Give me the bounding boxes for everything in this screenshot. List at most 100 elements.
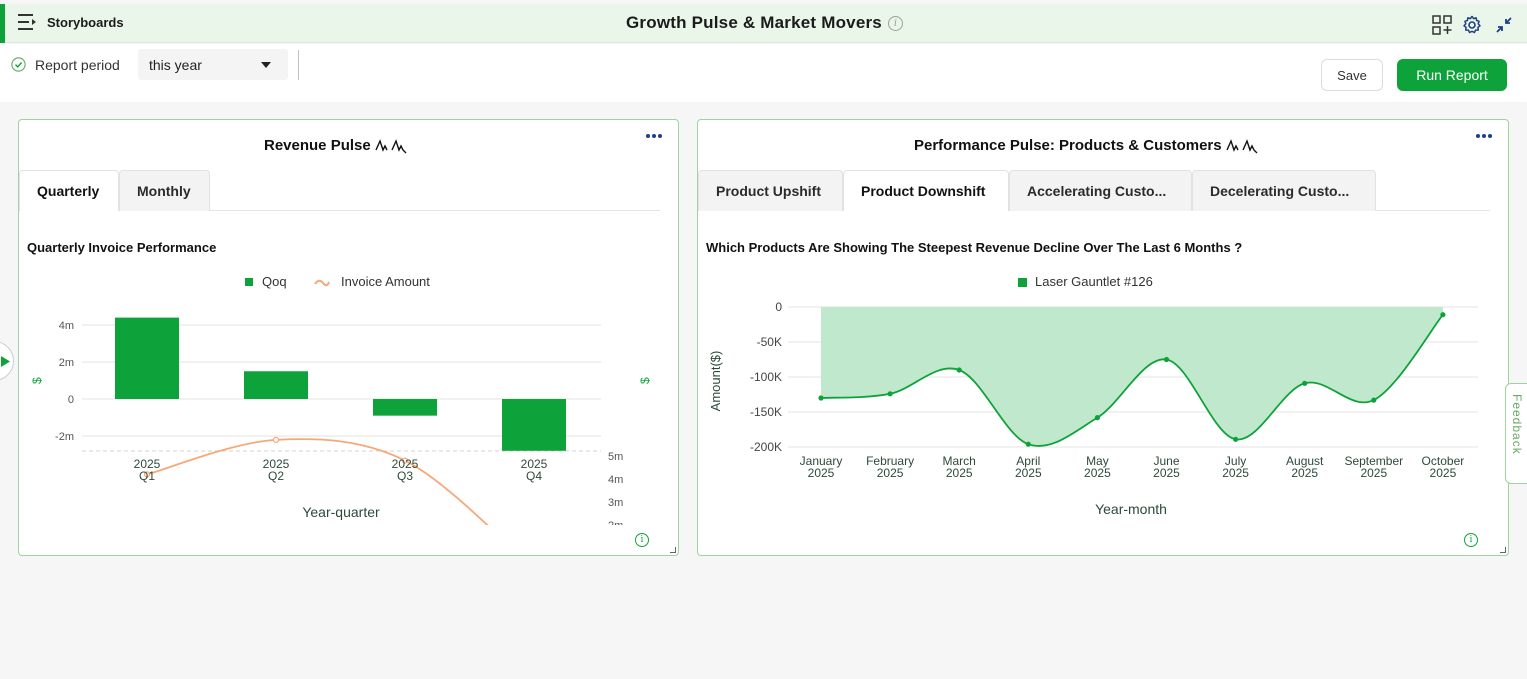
y-tick: 0 — [775, 300, 782, 314]
point-laser-gauntlet — [887, 391, 893, 397]
x-tick-label: 2025 — [392, 457, 419, 471]
tab-monthly[interactable]: Monthly — [119, 170, 210, 211]
legend-swatch-invoice-amount — [314, 279, 330, 287]
line-laser-gauntlet — [820, 314, 1444, 447]
performance-pulse-card: Performance Pulse: Products & Customers … — [697, 119, 1509, 556]
x-tick-label: April — [1016, 454, 1040, 468]
report-period-value: this year — [149, 57, 202, 73]
tab-product-upshift[interactable]: Product Upshift — [698, 170, 843, 211]
x-tick-label: 2025 — [263, 457, 290, 471]
save-button[interactable]: Save — [1321, 59, 1383, 91]
point-laser-gauntlet — [1233, 436, 1239, 442]
product-downshift-chart: Laser Gauntlet #126 0 -50K -100K -150K -200K A… — [708, 274, 1478, 517]
feedback-tab[interactable]: Feedback — [1505, 383, 1527, 484]
x-tick-label: 2025 — [946, 466, 973, 480]
x-tick-label: May — [1086, 454, 1109, 468]
point-invoice-amount — [143, 471, 151, 478]
bar-qoq — [373, 399, 437, 416]
point-laser-gauntlet — [1440, 312, 1446, 318]
point-laser-gauntlet — [956, 367, 962, 373]
divider — [298, 50, 299, 80]
play-arrow-icon — [1, 356, 10, 367]
report-period-label: Report period — [35, 57, 120, 73]
legend-label-invoice-amount: Invoice Amount — [341, 274, 430, 289]
side-panel-toggle[interactable] — [0, 341, 14, 381]
card-title: Performance Pulse: Products & Customers — [914, 137, 1260, 154]
revenue-pulse-title: Revenue Pulse — [264, 137, 371, 154]
filter-bar: Report period this year Save Run Report — [0, 44, 1527, 102]
point-laser-gauntlet — [1371, 397, 1377, 403]
x-tick-label: 2025 — [1360, 466, 1387, 480]
feedback-label: Feedback — [1510, 394, 1524, 455]
resize-handle[interactable] — [670, 547, 676, 553]
info-icon[interactable]: i — [635, 533, 649, 547]
performance-pulse-title: Performance Pulse: Products & Customers — [914, 137, 1222, 154]
checkmark-icon[interactable] — [11, 57, 26, 72]
point-laser-gauntlet — [1163, 356, 1170, 363]
chevron-down-icon — [261, 62, 271, 68]
resize-handle[interactable] — [1500, 547, 1506, 553]
x-tick-label: February — [866, 454, 914, 468]
x-tick-label: January — [800, 454, 843, 468]
x-tick-label: July — [1225, 454, 1246, 468]
legend-swatch-laser-gauntlet — [1018, 278, 1027, 287]
y-axis-label-left: $ — [30, 377, 44, 384]
y-tick-left: 4m — [59, 320, 74, 332]
y-tick-right: 2m — [608, 520, 623, 525]
bar-qoq — [115, 317, 179, 399]
x-tick-label: 2025 — [521, 457, 548, 471]
point-laser-gauntlet — [1302, 380, 1308, 386]
legend-label-laser-gauntlet: Laser Gauntlet #126 — [1035, 274, 1153, 289]
more-options-icon[interactable] — [1475, 132, 1493, 140]
y-axis-label-right: $ — [638, 377, 652, 384]
x-tick-label: 2025 — [1015, 466, 1042, 480]
y-tick-left: -2m — [55, 431, 74, 443]
run-report-button[interactable]: Run Report — [1397, 59, 1507, 91]
x-tick-label: June — [1153, 454, 1179, 468]
revenue-pulse-card: Revenue Pulse Quarterly Monthly Quarterl… — [18, 119, 679, 556]
x-tick-label: 2025 — [1291, 466, 1318, 480]
x-tick-label: Q2 — [268, 469, 284, 483]
info-icon[interactable]: i — [1464, 533, 1478, 547]
performance-tabs: Product Upshift Product Downshift Accele… — [698, 170, 1490, 211]
x-tick-label: 2025 — [1084, 466, 1111, 480]
y-tick: -200K — [750, 440, 782, 454]
point-laser-gauntlet — [818, 395, 824, 401]
tab-product-downshift[interactable]: Product Downshift — [843, 170, 1009, 211]
bar-qoq — [502, 399, 566, 451]
revenue-tabs: Quarterly Monthly — [19, 170, 660, 211]
add-widget-icon[interactable] — [1432, 15, 1452, 35]
tab-quarterly[interactable]: Quarterly — [19, 170, 119, 211]
point-laser-gauntlet — [1094, 415, 1100, 421]
report-period-select[interactable]: this year — [138, 49, 288, 80]
card-title: Revenue Pulse — [264, 137, 409, 154]
page-title: Growth Pulse & Market Movers — [626, 13, 882, 32]
bar-qoq — [244, 371, 308, 399]
x-tick-label: Q3 — [397, 469, 413, 483]
settings-gear-icon[interactable] — [1462, 15, 1482, 35]
info-icon[interactable]: i — [887, 15, 903, 31]
line-invoice-amount — [146, 438, 489, 525]
x-tick-label: 2025 — [877, 466, 904, 480]
top-bar: Storyboards Growth Pulse & Market Movers… — [0, 4, 1527, 43]
x-axis-label: Year-quarter — [302, 504, 380, 520]
more-options-icon[interactable] — [645, 132, 663, 140]
collapse-icon[interactable] — [1494, 15, 1514, 35]
app-name: Storyboards — [47, 15, 124, 30]
x-tick-label: August — [1286, 454, 1324, 468]
x-tick-label: October — [1422, 454, 1465, 468]
y-tick-right: 3m — [608, 497, 623, 509]
x-tick-label: March — [943, 454, 976, 468]
pulse-icon — [375, 138, 407, 153]
area-laser-gauntlet — [821, 307, 1443, 446]
y-tick: -100K — [750, 370, 782, 384]
x-tick-label: 2025 — [1222, 466, 1249, 480]
tab-accelerating-customers[interactable]: Accelerating Custo... — [1009, 170, 1192, 211]
tab-decelerating-customers[interactable]: Decelerating Custo... — [1192, 170, 1376, 211]
x-tick-label: Q4 — [526, 469, 542, 483]
x-axis-label: Year-month — [1095, 501, 1167, 517]
y-tick-left: 2m — [59, 357, 74, 369]
menu-icon[interactable] — [18, 13, 38, 31]
page-title-group: Growth Pulse & Market Movers i — [626, 13, 903, 33]
